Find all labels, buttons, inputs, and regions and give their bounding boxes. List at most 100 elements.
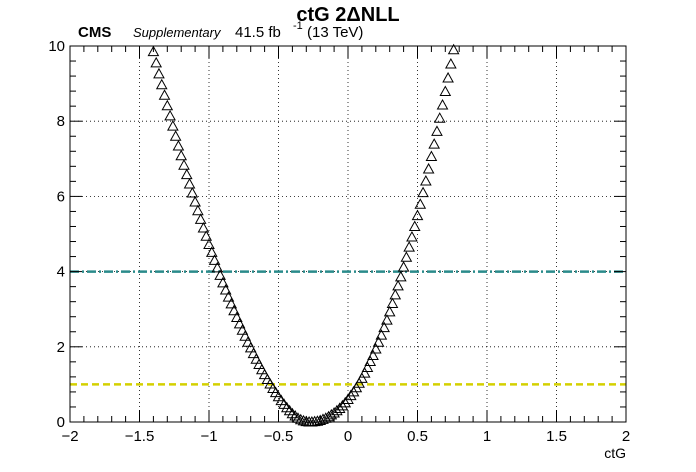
y-tick-label: 2 — [57, 339, 65, 356]
data-point — [367, 349, 379, 360]
data-point — [445, 58, 457, 69]
experiment-label: CMS — [78, 24, 111, 41]
x-tick-label: −0.5 — [264, 428, 294, 445]
data-point — [203, 238, 215, 250]
data-point — [167, 120, 179, 131]
data-point — [442, 71, 454, 83]
data-point — [419, 174, 432, 186]
status-label: Supplementary — [133, 25, 222, 40]
data-point — [447, 43, 460, 55]
tick-labels: −2 −1.5 −1 −0.5 0 0.5 1 1.5 2 0 2 4 6 8 10 — [48, 38, 630, 445]
data-point — [383, 305, 396, 317]
data-point — [344, 389, 357, 401]
data-point — [208, 254, 221, 265]
data-point — [155, 78, 168, 90]
y-tick-label: 6 — [57, 188, 65, 205]
data-point — [255, 363, 268, 375]
data-point — [205, 246, 218, 257]
data-point — [411, 209, 424, 221]
data-point — [247, 347, 260, 359]
data-point — [244, 341, 257, 353]
data-point — [428, 138, 441, 149]
data-point — [217, 276, 229, 288]
chart-title: ctG 2ΔNLL — [296, 4, 399, 26]
data-point — [233, 317, 246, 329]
lumi-label: 41.5 fb — [235, 24, 281, 41]
data-point — [197, 221, 210, 233]
data-point — [336, 399, 349, 411]
data-point — [322, 410, 335, 422]
data-point — [386, 297, 399, 309]
data-point — [178, 159, 190, 170]
data-point — [158, 89, 171, 100]
data-point — [222, 291, 235, 302]
data-point — [425, 150, 438, 162]
data-point — [422, 162, 435, 174]
data-point — [378, 321, 390, 333]
x-tick-label: 1.5 — [546, 428, 567, 445]
data-point — [219, 283, 232, 295]
data-point — [439, 85, 452, 96]
data-point — [400, 251, 413, 262]
x-tick-label: −1 — [200, 428, 217, 445]
reference-lines — [70, 270, 626, 386]
x-axis-label: ctG — [604, 445, 626, 461]
energy-label: (13 TeV) — [307, 24, 363, 41]
data-point — [194, 213, 207, 224]
data-point — [242, 336, 254, 347]
data-point — [361, 361, 374, 372]
data-point — [253, 358, 265, 369]
data-point — [397, 261, 410, 272]
y-tick-label: 10 — [48, 38, 65, 55]
y-tick-label: 4 — [57, 264, 65, 281]
data-point — [408, 220, 421, 231]
data-point — [294, 413, 307, 425]
data-point — [342, 393, 354, 404]
data-point — [236, 324, 249, 335]
data-points — [147, 43, 460, 427]
data-point — [436, 99, 449, 110]
data-point — [414, 198, 427, 209]
data-point — [358, 367, 371, 378]
data-point — [189, 196, 201, 207]
x-tick-label: 0.5 — [407, 428, 428, 445]
data-point — [211, 261, 224, 273]
data-point — [389, 288, 402, 300]
data-point — [150, 56, 163, 68]
data-point — [153, 67, 165, 79]
data-point — [186, 186, 199, 198]
data-point — [339, 396, 352, 408]
data-point — [375, 329, 388, 340]
data-point — [406, 230, 418, 242]
x-tick-label: 1 — [483, 428, 491, 445]
data-point — [225, 297, 238, 309]
data-point — [192, 204, 204, 216]
data-point — [289, 409, 302, 421]
data-point — [169, 130, 182, 141]
data-point — [250, 353, 263, 364]
data-point — [431, 125, 443, 136]
data-point — [433, 112, 446, 123]
data-point — [239, 330, 251, 341]
data-point — [228, 304, 240, 316]
data-point — [164, 109, 176, 121]
x-tick-label: 2 — [622, 428, 630, 445]
data-point — [364, 355, 377, 366]
data-point — [175, 149, 188, 161]
data-point — [180, 168, 193, 180]
y-tick-label: 0 — [57, 414, 65, 431]
data-point — [200, 230, 213, 241]
data-point — [333, 402, 346, 413]
data-point — [417, 186, 429, 198]
data-point — [392, 279, 404, 291]
data-point — [356, 372, 368, 383]
x-tick-label: −1.5 — [125, 428, 155, 445]
x-tick-label: 0 — [344, 428, 352, 445]
data-point — [394, 270, 407, 282]
ticks — [69, 45, 627, 423]
y-tick-label: 8 — [57, 113, 65, 130]
data-point — [403, 241, 416, 252]
data-point — [183, 177, 196, 189]
data-point — [147, 45, 160, 57]
